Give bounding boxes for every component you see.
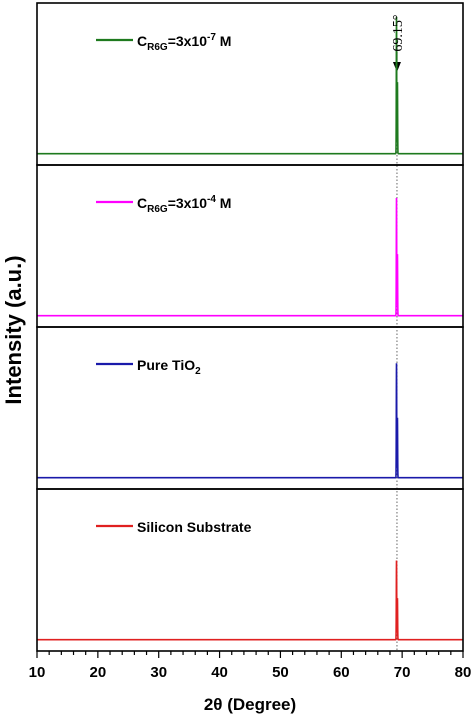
- legend-label-1: CR6G=3x10-7 M: [137, 32, 231, 53]
- series-line-4: [37, 560, 463, 641]
- y-axis-label: Intensity (a.u.): [1, 255, 26, 404]
- x-tick-label: 10: [29, 664, 46, 681]
- series-line-2: [37, 198, 463, 317]
- panel-frame-2: [36, 164, 464, 328]
- legend-label-3: Pure TiO2: [137, 357, 201, 377]
- legend-label-4: Silicon Substrate: [137, 519, 252, 535]
- x-tick-label: 60: [333, 664, 350, 681]
- panel-3: Pure TiO2: [36, 326, 464, 490]
- x-tick-label: 50: [272, 664, 289, 681]
- x-axis: 10 20 30 40 50 60 70 80: [29, 651, 472, 681]
- reference-peak-label: 69.15°: [391, 14, 406, 51]
- x-tick-label: 30: [150, 664, 167, 681]
- series-line-1: [37, 16, 463, 155]
- panel-4: Silicon Substrate: [36, 488, 464, 652]
- panels-layer: CR6G=3x10-7 M CR6G=3x10-4 M Pure TiO2 Silic…: [36, 2, 464, 652]
- panel-frame-3: [36, 326, 464, 490]
- legend-label-2: CR6G=3x10-4 M: [137, 194, 231, 215]
- x-tick-label: 80: [455, 664, 472, 681]
- x-axis-label: 2θ (Degree): [204, 695, 296, 714]
- panel-frame-4: [36, 488, 464, 652]
- panel-2: CR6G=3x10-4 M: [36, 164, 464, 328]
- series-line-3: [37, 363, 463, 479]
- x-tick-label: 40: [211, 664, 228, 681]
- x-tick-label: 20: [90, 664, 107, 681]
- x-tick-label: 70: [394, 664, 411, 681]
